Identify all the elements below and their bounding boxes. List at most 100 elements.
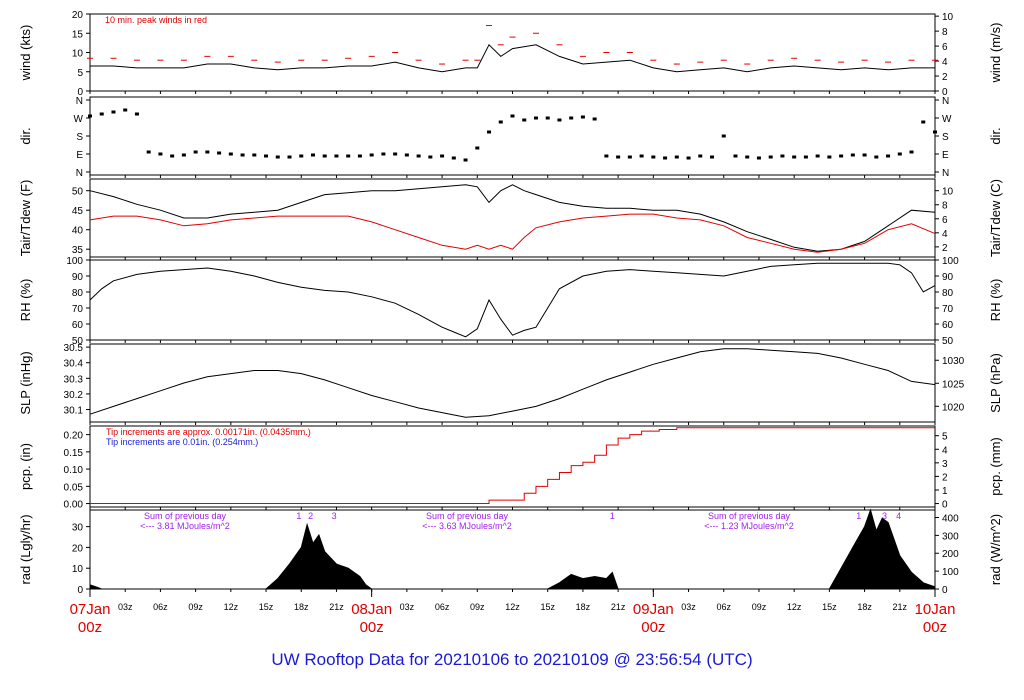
dir-point [217, 151, 222, 155]
dir-point [205, 150, 210, 154]
dir-point [299, 154, 304, 158]
x-hour-label: 06z [435, 602, 450, 612]
dir-point [322, 154, 327, 158]
dir-ylabel: dir. [18, 127, 33, 144]
dir-point [522, 118, 527, 122]
wind-ytick-label-right: 0 [942, 87, 948, 98]
dir-point [393, 152, 398, 156]
dir-point [310, 153, 315, 157]
dir-point [334, 154, 339, 158]
dir-point [275, 155, 280, 159]
x-hour-label: 18z [857, 602, 872, 612]
x-day-hour-label: 00z [78, 619, 102, 636]
dir-point [827, 155, 832, 159]
wind-ytick-label-left: 15 [72, 29, 84, 40]
x-hour-label: 21z [893, 602, 908, 612]
dir-point [381, 152, 386, 156]
dir-ylabel-right: dir. [988, 127, 1003, 144]
temp-ylabel: Tair/Tdew (F) [18, 180, 33, 257]
rh-ytick-label-left: 60 [72, 320, 84, 331]
rh-ylabel: RH (%) [18, 279, 33, 322]
rh-ytick-label-right: 90 [942, 272, 954, 283]
dir-point [463, 158, 468, 162]
temp-series-line [89, 184, 936, 252]
dir-point [569, 116, 574, 120]
pcp-ytick-label-right: 4 [942, 445, 948, 456]
dir-point [674, 155, 679, 159]
dir-point [158, 152, 163, 156]
dir-point [451, 156, 456, 160]
wind-ytick-label-right: 2 [942, 72, 948, 83]
dir-point [193, 150, 198, 154]
dir-point [733, 154, 738, 158]
dir-ytick-label-left: N [76, 96, 83, 107]
dir-point [839, 154, 844, 158]
temp-ytick-label-left: 45 [72, 206, 84, 217]
rad-ytick-label-left: 0 [77, 585, 83, 596]
rad-ytick-label-right: 400 [942, 513, 959, 524]
dir-panel-frame [89, 96, 936, 176]
temp-panel-frame [89, 178, 936, 258]
dir-ytick-label-left: E [76, 150, 83, 161]
dir-point [498, 120, 503, 124]
pcp-ylabel-right: pcp. (mm) [988, 437, 1003, 496]
rh-ytick-label-right: 60 [942, 320, 954, 331]
dir-point [545, 116, 550, 120]
rad-day-note: Sum of previous day [426, 511, 509, 521]
slp-ytick-label-left: 30.5 [64, 343, 84, 354]
dir-point [862, 153, 867, 157]
page-title: UW Rooftop Data for 20210106 to 20210109… [271, 650, 753, 669]
rad-ylabel: rad (Lgly/hr) [18, 514, 33, 584]
dir-point [580, 115, 585, 119]
rad-peak-label: 4 [896, 511, 901, 521]
dir-ytick-label-right: S [942, 132, 949, 143]
pcp-ytick-label-left: 0.05 [64, 482, 84, 493]
x-day-hour-label: 00z [360, 619, 384, 636]
rad-day-note: <--- 3.81 MJoules/m^2 [140, 521, 230, 531]
wind-panel-frame [89, 13, 936, 92]
temp-ytick-label-right: 4 [942, 229, 948, 240]
dir-point [428, 155, 433, 159]
temp-ytick-label-left: 35 [72, 245, 84, 256]
rh-ytick-label-right: 80 [942, 288, 954, 299]
slp-ytick-label-left: 30.4 [64, 359, 84, 370]
dir-point [475, 146, 480, 150]
pcp-ytick-label-left: 0.00 [64, 500, 84, 511]
rh-ytick-label-right: 50 [942, 336, 954, 347]
dir-point [170, 154, 175, 158]
x-day-label: 07Jan [70, 601, 111, 618]
x-hour-label: 06z [716, 602, 731, 612]
pcp-ytick-label-right: 5 [942, 432, 948, 443]
pcp-ytick-label-right: 1 [942, 486, 948, 497]
rh-ytick-label-left: 90 [72, 272, 84, 283]
dir-point [616, 155, 621, 159]
wind-series-line [90, 43, 935, 73]
wind-ytick-label-right: 6 [942, 42, 948, 53]
dir-point [369, 153, 374, 157]
dir-point [228, 152, 233, 156]
dir-point [181, 153, 186, 157]
dir-point [686, 156, 691, 160]
dir-point [357, 154, 362, 158]
dir-point [721, 134, 726, 138]
dir-point [780, 154, 785, 158]
dir-point [897, 152, 902, 156]
rad-ytick-label-left: 30 [72, 523, 84, 534]
x-hour-label: 12z [224, 602, 239, 612]
dir-point [123, 108, 128, 112]
x-hour-label: 09z [470, 602, 485, 612]
dir-point [627, 155, 632, 159]
rh-panel-frame [89, 259, 936, 341]
dir-point [933, 130, 937, 134]
rad-ytick-label-left: 10 [72, 564, 84, 575]
x-hour-label: 15z [540, 602, 555, 612]
rh-ytick-label-right: 100 [942, 256, 959, 267]
dir-point [592, 117, 597, 121]
wind-ytick-label-left: 20 [72, 10, 84, 21]
dir-point [639, 154, 644, 158]
wind-ytick-label-right: 4 [942, 57, 948, 68]
dir-point [604, 154, 609, 158]
rad-ytick-label-left: 20 [72, 543, 84, 554]
rad-ytick-label-right: 200 [942, 549, 959, 560]
rh-ytick-label-left: 50 [72, 336, 84, 347]
